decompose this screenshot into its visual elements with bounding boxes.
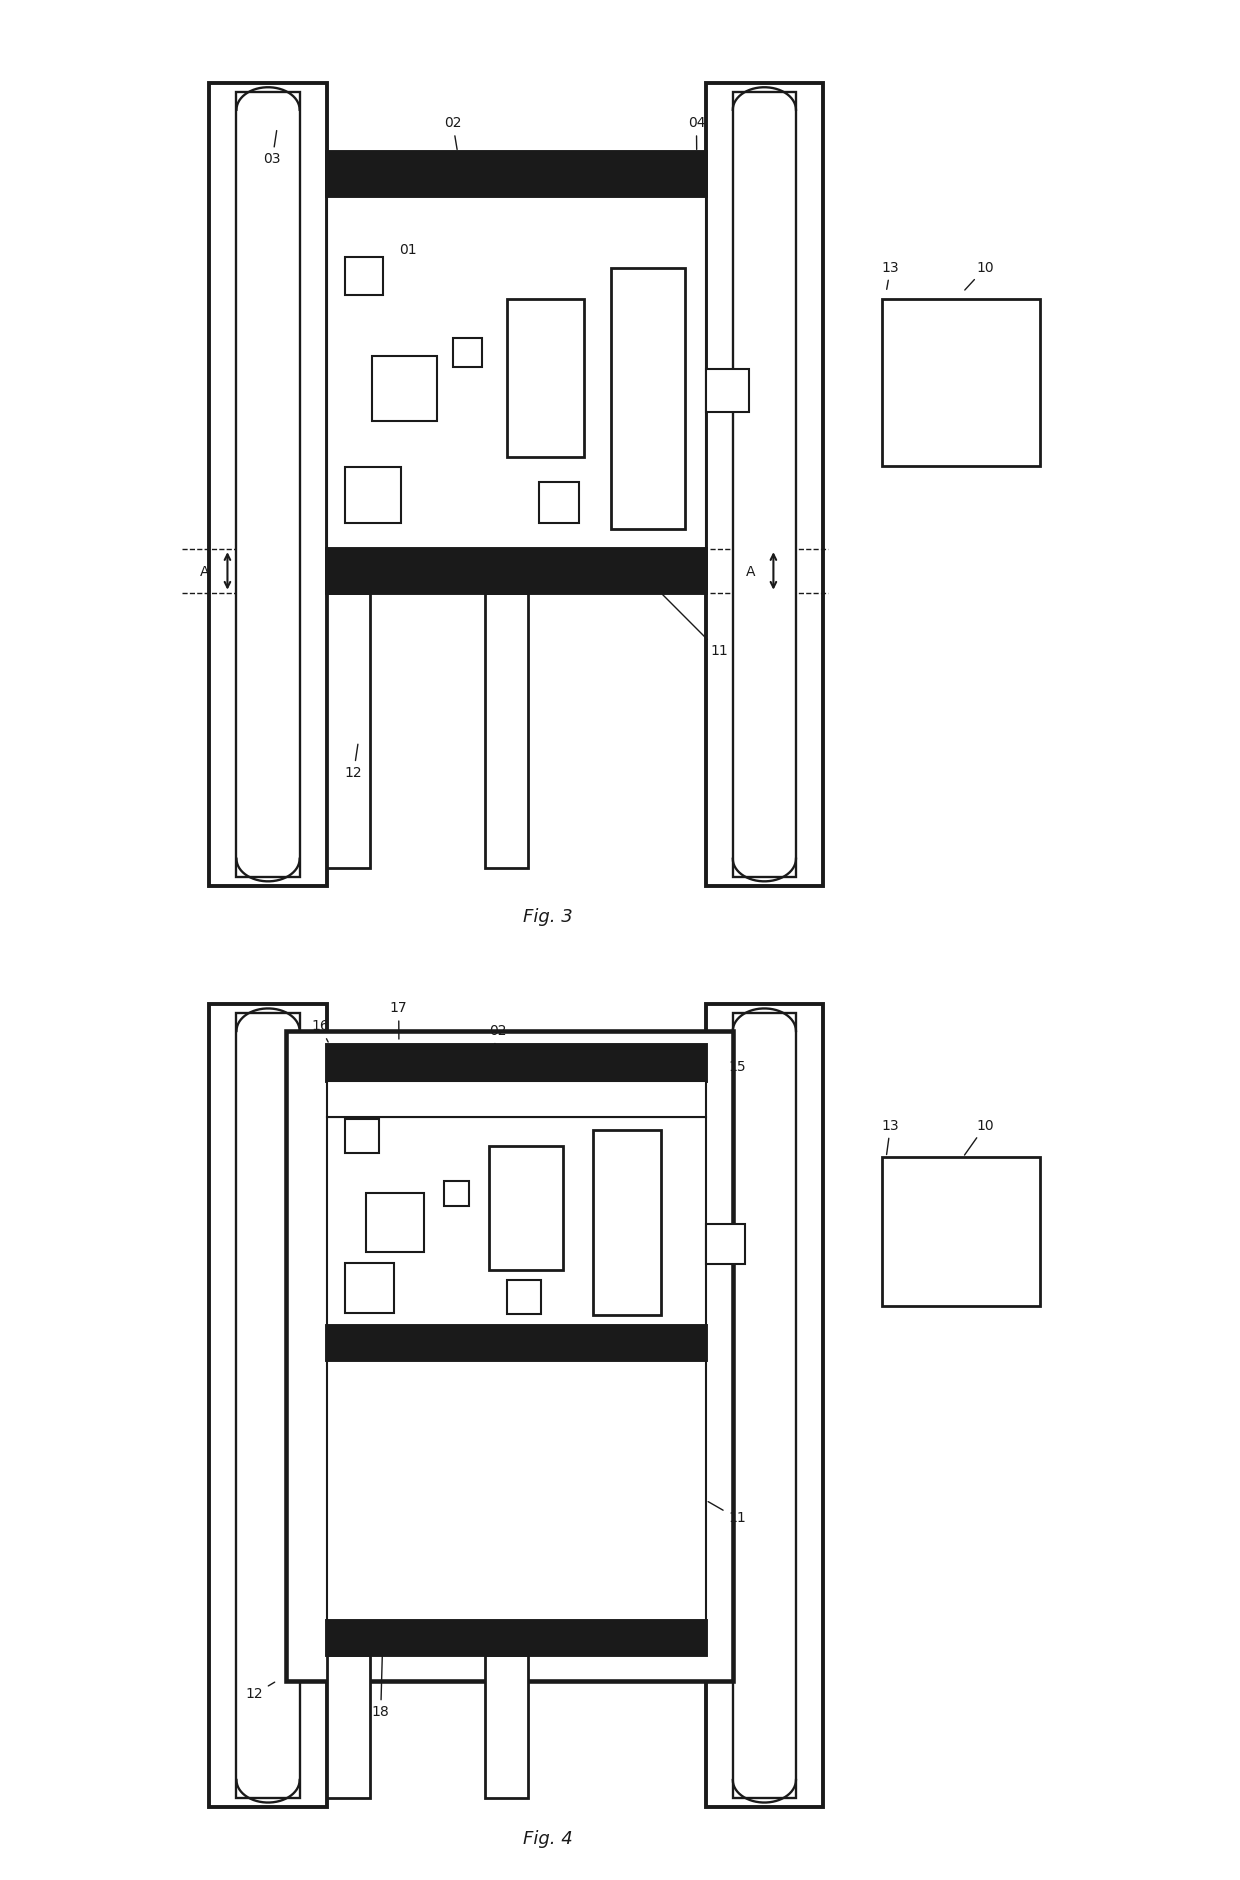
Bar	[345, 1263, 394, 1312]
Text: 02: 02	[444, 117, 461, 150]
Text: A: A	[200, 564, 210, 579]
Bar	[539, 483, 579, 523]
Bar	[706, 1224, 745, 1263]
Bar	[706, 83, 823, 885]
Text: 03: 03	[264, 130, 281, 167]
Bar	[345, 1119, 379, 1152]
Text: 12: 12	[345, 744, 362, 780]
Text: Fig. 4: Fig. 4	[523, 1829, 573, 1848]
Bar	[882, 1158, 1039, 1307]
Text: 14: 14	[495, 1658, 516, 1720]
Bar	[326, 1045, 706, 1081]
Text: 13: 13	[882, 261, 899, 290]
Bar	[210, 1004, 326, 1807]
Bar	[733, 1013, 796, 1797]
Text: 11: 11	[708, 1502, 746, 1525]
Bar	[326, 1621, 706, 1656]
Bar	[237, 92, 300, 876]
Bar	[706, 1004, 823, 1807]
Bar	[326, 1081, 706, 1117]
Text: 10: 10	[965, 1119, 994, 1154]
Bar	[237, 1013, 300, 1797]
Bar	[489, 1145, 563, 1271]
Text: 13: 13	[882, 1119, 899, 1154]
Bar	[507, 1280, 542, 1314]
Bar	[326, 1656, 370, 1797]
Bar	[611, 267, 684, 530]
Bar	[882, 299, 1039, 466]
Bar	[326, 196, 706, 549]
Text: 04: 04	[688, 117, 706, 149]
Bar	[210, 83, 326, 885]
Bar	[345, 466, 401, 523]
Text: 01: 01	[399, 243, 417, 258]
Bar	[326, 152, 706, 196]
Bar	[345, 258, 383, 295]
Bar	[593, 1130, 661, 1316]
Bar	[366, 1194, 424, 1252]
Bar	[326, 549, 706, 592]
Bar	[706, 368, 749, 412]
Text: Fig. 3: Fig. 3	[523, 908, 573, 927]
Bar	[326, 1117, 706, 1325]
Text: 18: 18	[372, 1547, 389, 1720]
Bar	[507, 299, 584, 457]
Bar	[485, 1656, 528, 1797]
Bar	[326, 1361, 706, 1621]
Text: 16: 16	[311, 1019, 329, 1042]
Text: A: A	[746, 564, 755, 579]
Bar	[485, 592, 528, 869]
Bar	[444, 1181, 469, 1207]
Text: 17: 17	[389, 1002, 408, 1040]
Text: 12: 12	[246, 1683, 275, 1701]
Bar	[326, 1325, 706, 1361]
Text: 02: 02	[489, 1025, 507, 1047]
Bar	[326, 592, 370, 869]
Bar	[372, 355, 436, 421]
Bar	[286, 1030, 733, 1681]
Text: 11: 11	[662, 594, 728, 658]
Text: 15: 15	[728, 1060, 746, 1081]
Text: 01: 01	[399, 1119, 417, 1134]
Bar	[733, 92, 796, 876]
Bar	[453, 338, 482, 367]
Text: 10: 10	[965, 261, 994, 290]
